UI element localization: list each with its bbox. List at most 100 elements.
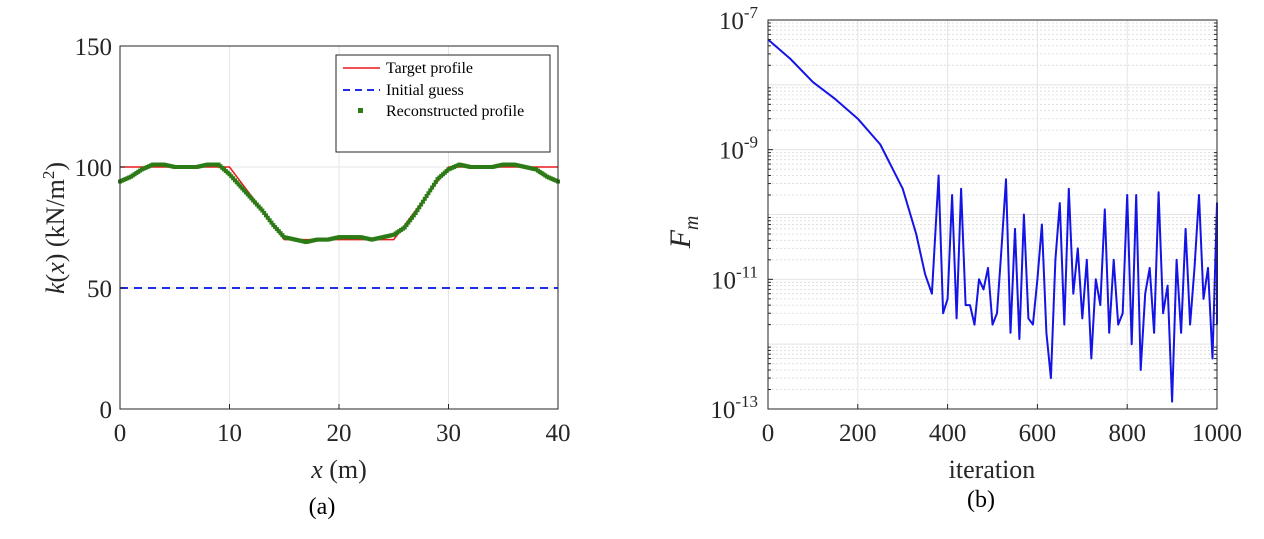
x-tick-label: 10	[217, 420, 242, 447]
legend-label-reconstructed: Reconstructed profile	[386, 103, 524, 120]
reconstructed-marker	[262, 210, 267, 215]
reconstructed-marker	[402, 225, 407, 230]
reconstructed-marker	[426, 191, 431, 196]
panel-b-series	[767, 38, 1218, 403]
reconstructed-marker	[431, 182, 436, 187]
y-tick-label: 0	[100, 397, 113, 424]
panel-a-caption: (a)	[309, 494, 336, 520]
ylabel-unit-sup: 2	[39, 171, 58, 180]
reconstructed-marker	[251, 198, 256, 203]
reconstructed-marker	[408, 218, 413, 223]
y-tick-label: 150	[75, 34, 113, 61]
reconstructed-marker	[406, 220, 411, 225]
x-tick-label: 800	[1108, 420, 1146, 447]
x-tick-label: 20	[327, 420, 352, 447]
panel-a-xlabel: x (m)	[310, 455, 367, 484]
reconstructed-marker	[269, 220, 274, 225]
y-tick-label: 10-9	[719, 133, 758, 165]
y-tick-label: 100	[75, 155, 113, 182]
reconstructed-marker	[247, 194, 252, 199]
ylabel-argument: x	[41, 262, 70, 275]
reconstructed-marker	[433, 179, 438, 184]
panel-a-legend: Target profile Initial guess Reconstruct…	[335, 54, 551, 153]
series-objective-function	[767, 38, 1218, 403]
reconstructed-marker	[413, 210, 418, 215]
legend-swatch-reconstructed	[358, 108, 363, 113]
reconstructed-marker	[258, 206, 263, 211]
panel-b-caption: (b)	[967, 487, 995, 513]
ylabel-base: F	[664, 229, 697, 249]
reconstructed-marker	[260, 208, 265, 213]
xlabel-variable: x	[310, 455, 323, 484]
reconstructed-marker	[410, 215, 414, 220]
panel-b: 0 200 400 600 800 1000 10-13 10-11 10-9 10-7 iter…	[664, 3, 1242, 513]
reconstructed-marker	[240, 186, 245, 191]
legend-label-target: Target profile	[386, 60, 473, 77]
x-tick-label: 400	[929, 420, 967, 447]
reconstructed-marker	[404, 223, 409, 228]
panel-b-xlabel: iteration	[949, 455, 1036, 484]
panel-b-grid	[767, 19, 1218, 410]
ylabel-unit-a: (kN/m	[41, 179, 70, 253]
reconstructed-marker	[424, 194, 429, 199]
y-tick-label: 10-13	[710, 392, 758, 424]
reconstructed-marker	[420, 199, 425, 204]
reconstructed-marker	[267, 218, 272, 223]
reconstructed-marker	[249, 196, 254, 201]
reconstructed-marker	[274, 227, 279, 232]
x-tick-label: 0	[114, 420, 127, 447]
reconstructed-marker	[419, 202, 424, 207]
reconstructed-marker	[253, 200, 258, 205]
legend-label-initial: Initial guess	[386, 82, 464, 99]
reconstructed-marker	[264, 213, 268, 218]
reconstructed-marker	[242, 188, 247, 193]
x-tick-label: 200	[839, 420, 877, 447]
ylabel-subscript: m	[681, 216, 703, 230]
reconstructed-marker	[254, 202, 259, 207]
x-tick-label: 30	[436, 420, 461, 447]
reconstructed-marker	[243, 190, 248, 195]
y-tick-label: 10-11	[711, 262, 758, 294]
y-tick-label: 10-7	[719, 3, 759, 35]
ylabel-unit-b: )	[41, 162, 70, 171]
reconstructed-marker	[278, 231, 283, 236]
series-reconstructed-profile	[118, 162, 560, 245]
x-tick-label: 40	[546, 420, 571, 447]
panel-a: 0 10 20 30 40 0 50 100 150 Target profile Initia…	[39, 34, 571, 520]
reconstructed-marker	[234, 180, 239, 185]
reconstructed-marker	[415, 208, 420, 213]
reconstructed-marker	[229, 174, 234, 179]
reconstructed-marker	[256, 204, 261, 209]
reconstructed-marker	[422, 196, 427, 201]
reconstructed-marker	[271, 223, 276, 228]
ylabel-paren-close: )	[41, 254, 70, 263]
reconstructed-marker	[238, 184, 243, 189]
panel-b-ylabel: Fm	[664, 216, 703, 250]
reconstructed-marker	[280, 233, 285, 238]
reconstructed-marker	[417, 205, 422, 210]
reconstructed-marker	[273, 225, 278, 230]
reconstructed-marker	[231, 176, 236, 181]
x-tick-label: 0	[762, 420, 775, 447]
panel-b-ticks: 0 200 400 600 800 1000 10-13 10-11 10-9 10-7	[710, 3, 1242, 447]
reconstructed-marker	[430, 185, 435, 190]
x-tick-label: 600	[1019, 420, 1057, 447]
panel-a-ticks: 0 10 20 30 40 0 50 100 150	[75, 34, 571, 447]
legend-box	[335, 54, 551, 153]
panel-a-ylabel: k(x) (kN/m2)	[39, 162, 70, 294]
reconstructed-marker	[236, 182, 241, 187]
reconstructed-marker	[428, 188, 433, 193]
ylabel-function: k	[41, 282, 70, 294]
xlabel-unit: (m)	[323, 455, 367, 484]
reconstructed-marker	[411, 213, 416, 218]
reconstructed-marker	[276, 229, 281, 234]
panel-a-series	[118, 162, 560, 289]
panel-b-plot-frame	[767, 19, 1218, 410]
reconstructed-marker	[227, 172, 232, 177]
x-tick-label: 1000	[1192, 420, 1242, 447]
reconstructed-marker	[265, 215, 270, 220]
ylabel-paren-open: (	[41, 274, 70, 283]
reconstructed-marker	[245, 192, 250, 197]
y-tick-label: 50	[87, 276, 112, 303]
